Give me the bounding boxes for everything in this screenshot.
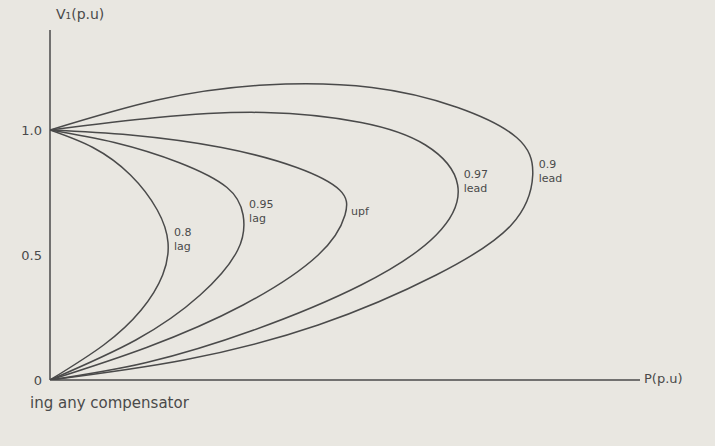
html-text:ing any compensator: ing any compensator — [30, 394, 189, 412]
svg-text:0.8lag: 0.8lag — [174, 226, 192, 253]
svg-text:0.5: 0.5 — [21, 248, 42, 263]
svg-text:0.9lead: 0.9lead — [539, 158, 563, 185]
html-text:V₁(p.u): V₁(p.u) — [56, 6, 105, 22]
svg-text:1.0: 1.0 — [21, 123, 42, 138]
svg-text:upf: upf — [351, 205, 370, 218]
svg-text:0: 0 — [34, 373, 42, 388]
svg-text:0.97lead: 0.97lead — [464, 168, 489, 195]
html-text:P(p.u): P(p.u) — [644, 371, 683, 386]
svg-text:0.95lag: 0.95lag — [249, 198, 274, 225]
